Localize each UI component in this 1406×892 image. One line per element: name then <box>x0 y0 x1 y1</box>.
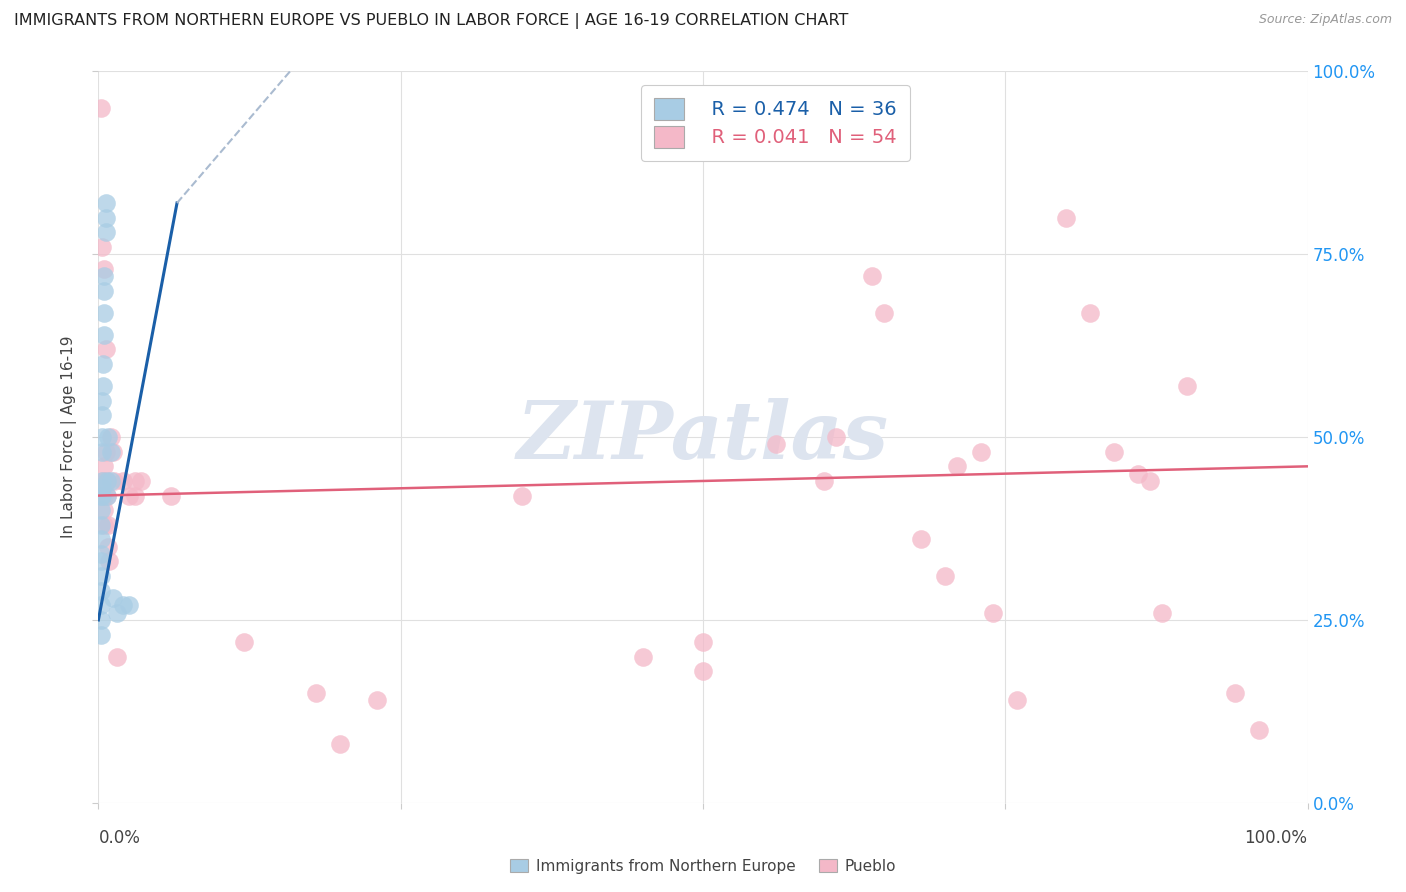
Point <box>94 211 117 225</box>
Point <box>910 533 932 547</box>
Point <box>103 474 125 488</box>
Point <box>873 306 896 320</box>
Point <box>510 489 533 503</box>
Point <box>105 606 128 620</box>
Point <box>366 693 388 707</box>
Point <box>98 554 121 568</box>
Point <box>93 489 115 503</box>
Point <box>1223 686 1246 700</box>
Point <box>90 533 112 547</box>
Point <box>93 503 115 517</box>
Point <box>765 437 787 451</box>
Point <box>1007 693 1029 707</box>
Point <box>90 583 112 598</box>
Point <box>91 444 114 458</box>
Point <box>90 503 112 517</box>
Point <box>90 554 112 568</box>
Point <box>93 261 115 276</box>
Point <box>1249 723 1271 737</box>
Point <box>94 444 117 458</box>
Point <box>329 737 352 751</box>
Point <box>631 649 654 664</box>
Point <box>90 101 112 115</box>
Point <box>91 489 114 503</box>
Text: 0.0%: 0.0% <box>98 829 141 847</box>
Point <box>91 240 114 254</box>
Point <box>111 599 134 613</box>
Point <box>96 474 118 488</box>
Point <box>94 225 117 239</box>
Point <box>105 649 128 664</box>
Point <box>100 430 122 444</box>
Point <box>860 269 883 284</box>
Point <box>160 489 183 503</box>
Point <box>91 430 114 444</box>
Point <box>1152 606 1174 620</box>
Point <box>96 474 118 488</box>
Point <box>90 627 112 641</box>
Point <box>1078 306 1101 320</box>
Point <box>1175 379 1198 393</box>
Point <box>100 474 122 488</box>
Point <box>124 474 146 488</box>
Point <box>96 489 118 503</box>
Text: Source: ZipAtlas.com: Source: ZipAtlas.com <box>1258 13 1392 27</box>
Point <box>93 306 115 320</box>
Point <box>100 444 122 458</box>
Y-axis label: In Labor Force | Age 16-19: In Labor Force | Age 16-19 <box>60 335 77 539</box>
Point <box>129 474 152 488</box>
Point <box>111 474 134 488</box>
Point <box>825 430 848 444</box>
Text: ZIPatlas: ZIPatlas <box>517 399 889 475</box>
Text: 100.0%: 100.0% <box>1244 829 1308 847</box>
Point <box>91 474 114 488</box>
Point <box>124 489 146 503</box>
Point <box>934 569 956 583</box>
Point <box>305 686 328 700</box>
Point <box>90 613 112 627</box>
Point <box>90 517 112 532</box>
Legend:   R = 0.474   N = 36,   R = 0.041   N = 54: R = 0.474 N = 36, R = 0.041 N = 54 <box>641 85 910 161</box>
Point <box>93 459 115 474</box>
Point <box>91 408 114 422</box>
Legend: Immigrants from Northern Europe, Pueblo: Immigrants from Northern Europe, Pueblo <box>503 853 903 880</box>
Point <box>813 474 835 488</box>
Point <box>91 379 114 393</box>
Point <box>692 664 714 678</box>
Point <box>970 444 993 458</box>
Point <box>946 459 969 474</box>
Point <box>118 489 141 503</box>
Point <box>94 343 117 357</box>
Point <box>90 599 112 613</box>
Point <box>93 284 115 298</box>
Point <box>118 599 141 613</box>
Point <box>97 517 120 532</box>
Point <box>90 489 112 503</box>
Point <box>1139 474 1161 488</box>
Point <box>97 430 120 444</box>
Point <box>91 481 114 495</box>
Point <box>90 547 112 561</box>
Point <box>96 489 118 503</box>
Point <box>981 606 1004 620</box>
Point <box>692 635 714 649</box>
Point <box>93 517 115 532</box>
Point <box>91 357 114 371</box>
Point <box>94 196 117 211</box>
Point <box>232 635 254 649</box>
Point <box>93 327 115 342</box>
Point <box>1102 444 1125 458</box>
Point <box>97 540 120 554</box>
Point <box>101 444 124 458</box>
Point <box>93 474 115 488</box>
Point <box>101 591 124 605</box>
Point <box>90 569 112 583</box>
Text: IMMIGRANTS FROM NORTHERN EUROPE VS PUEBLO IN LABOR FORCE | AGE 16-19 CORRELATION: IMMIGRANTS FROM NORTHERN EUROPE VS PUEBL… <box>14 13 848 29</box>
Point <box>1054 211 1077 225</box>
Point <box>91 393 114 408</box>
Point <box>1128 467 1150 481</box>
Point <box>91 474 114 488</box>
Point <box>93 269 115 284</box>
